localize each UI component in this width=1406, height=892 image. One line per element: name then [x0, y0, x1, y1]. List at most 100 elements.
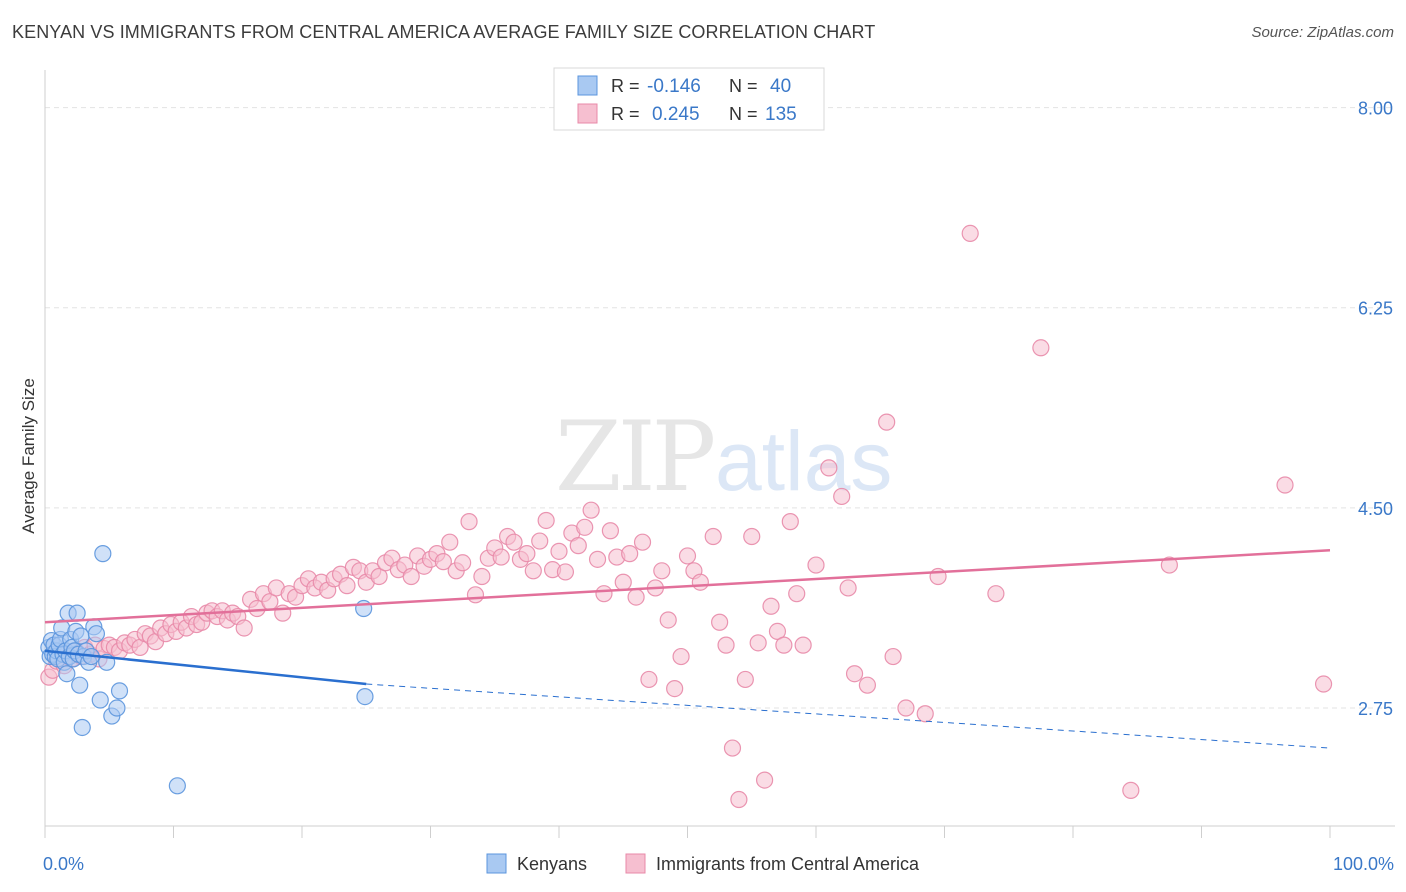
kenyans-point-14 [58, 665, 76, 683]
central-america-point-94 [582, 501, 600, 519]
central-america-point-96 [595, 585, 613, 603]
kenyans-point-24 [71, 676, 89, 694]
central-america-point-112 [704, 527, 722, 546]
central-america-point-138 [961, 224, 979, 242]
kenyans-point-38 [110, 682, 129, 700]
central-america-point-87 [537, 511, 555, 530]
kenyans-point-37 [108, 699, 126, 717]
source-label: Source: ZipAtlas.com [1251, 24, 1394, 41]
central-america-point-117 [736, 670, 754, 689]
central-america-point-121 [762, 597, 780, 615]
central-america-point-132 [858, 676, 877, 694]
central-america-point-95 [588, 550, 607, 568]
central-america-point-140 [1032, 339, 1050, 357]
kenyans-point-33 [91, 691, 109, 709]
central-america-point-102 [633, 533, 652, 551]
central-america-point-135 [897, 699, 915, 717]
x-tick-label-max: 100.0% [1333, 854, 1394, 874]
central-america-point-125 [788, 585, 806, 603]
central-america-point-136 [916, 705, 934, 723]
series-legend-swatch-central-america [625, 853, 646, 874]
central-america-point-82 [505, 533, 523, 551]
kenyans-trend-extension [366, 683, 1331, 749]
legend-r-value-central-america: 0.245 [652, 104, 700, 125]
central-america-point-107 [666, 679, 684, 698]
legend-r-label-central-america: R = [611, 104, 640, 124]
legend-n-value-kenyans: 40 [770, 76, 791, 97]
central-america-point-103 [640, 670, 658, 689]
kenyans-point-22 [68, 604, 86, 622]
central-america-point-113 [711, 613, 729, 631]
central-america-point-92 [569, 537, 587, 555]
central-america-point-93 [576, 518, 594, 536]
central-america-point-101 [627, 588, 645, 606]
watermark: ZIP atlas [555, 401, 892, 513]
y-tick-label-1: 4.50 [1358, 499, 1393, 519]
central-america-point-86 [531, 532, 549, 550]
series-legend-label-kenyans: Kenyans [517, 854, 587, 874]
central-america-point-74 [454, 554, 472, 572]
central-america-point-40 [235, 619, 253, 637]
series-central-america-points [40, 224, 1333, 809]
legend-n-label-central-america: N = [729, 104, 758, 124]
central-america-point-76 [466, 586, 485, 604]
central-america-point-133 [878, 413, 896, 431]
central-america-point-100 [621, 545, 639, 563]
central-america-point-123 [775, 636, 793, 654]
central-america-point-131 [845, 665, 864, 683]
kenyans-point-26 [73, 718, 91, 737]
central-america-trend-line [44, 548, 1331, 624]
series-legend: Kenyans Immigrants from Central America [486, 853, 920, 874]
central-america-point-115 [723, 739, 742, 757]
kenyans-point-32 [87, 625, 106, 643]
axes [44, 70, 1395, 827]
stats-legend: R = -0.146 N = 40 R = 0.245 N = 135 [553, 67, 825, 131]
y-tick-labels: 2.75 4.50 6.25 8.00 [1358, 99, 1393, 719]
central-america-point-108 [672, 647, 690, 666]
watermark-zip: ZIP [555, 401, 714, 513]
legend-r-label-kenyans: R = [611, 76, 640, 96]
gridlines [45, 107, 1395, 709]
legend-swatch-central-america [577, 103, 598, 124]
central-america-point-130 [839, 579, 857, 597]
central-america-point-85 [524, 562, 542, 580]
central-america-point-120 [755, 771, 774, 789]
legend-swatch-kenyans [577, 75, 598, 96]
trend-lines [44, 548, 1331, 749]
chart-title: KENYAN VS IMMIGRANTS FROM CENTRAL AMERIC… [12, 22, 876, 42]
central-america-point-126 [794, 636, 812, 654]
central-america-point-72 [441, 533, 459, 551]
legend-n-value-central-america: 135 [765, 104, 797, 125]
central-america-point-109 [678, 547, 697, 565]
central-america-point-114 [717, 636, 735, 654]
central-america-point-127 [807, 556, 825, 574]
central-america-point-89 [550, 542, 568, 560]
kenyans-trend-line [44, 649, 367, 686]
kenyans-point-34 [94, 545, 112, 563]
central-america-point-118 [743, 527, 761, 546]
central-america-point-119 [749, 634, 767, 652]
x-ticks [44, 826, 1331, 838]
central-america-point-66 [402, 567, 420, 586]
y-tick-label-0: 2.75 [1358, 699, 1393, 719]
central-america-point-134 [884, 647, 902, 666]
central-america-point-122 [768, 622, 787, 641]
legend-n-label-kenyans: N = [729, 76, 758, 96]
series-legend-swatch-kenyans [486, 853, 507, 874]
central-america-point-143 [1276, 476, 1294, 494]
series-kenyans-points [40, 545, 374, 795]
central-america-point-56 [338, 577, 356, 595]
central-america-point-77 [473, 567, 491, 586]
central-america-point-106 [659, 611, 677, 629]
legend-r-value-kenyans: -0.146 [647, 76, 701, 97]
central-america-point-116 [730, 790, 748, 809]
central-america-point-75 [460, 513, 478, 531]
central-america-point-84 [518, 545, 536, 563]
central-america-point-141 [1122, 781, 1140, 799]
y-tick-label-3: 8.00 [1358, 99, 1393, 119]
central-america-point-124 [781, 513, 799, 531]
central-america-point-61 [370, 567, 388, 586]
central-america-point-99 [614, 573, 632, 591]
central-america-point-142 [1160, 556, 1178, 574]
